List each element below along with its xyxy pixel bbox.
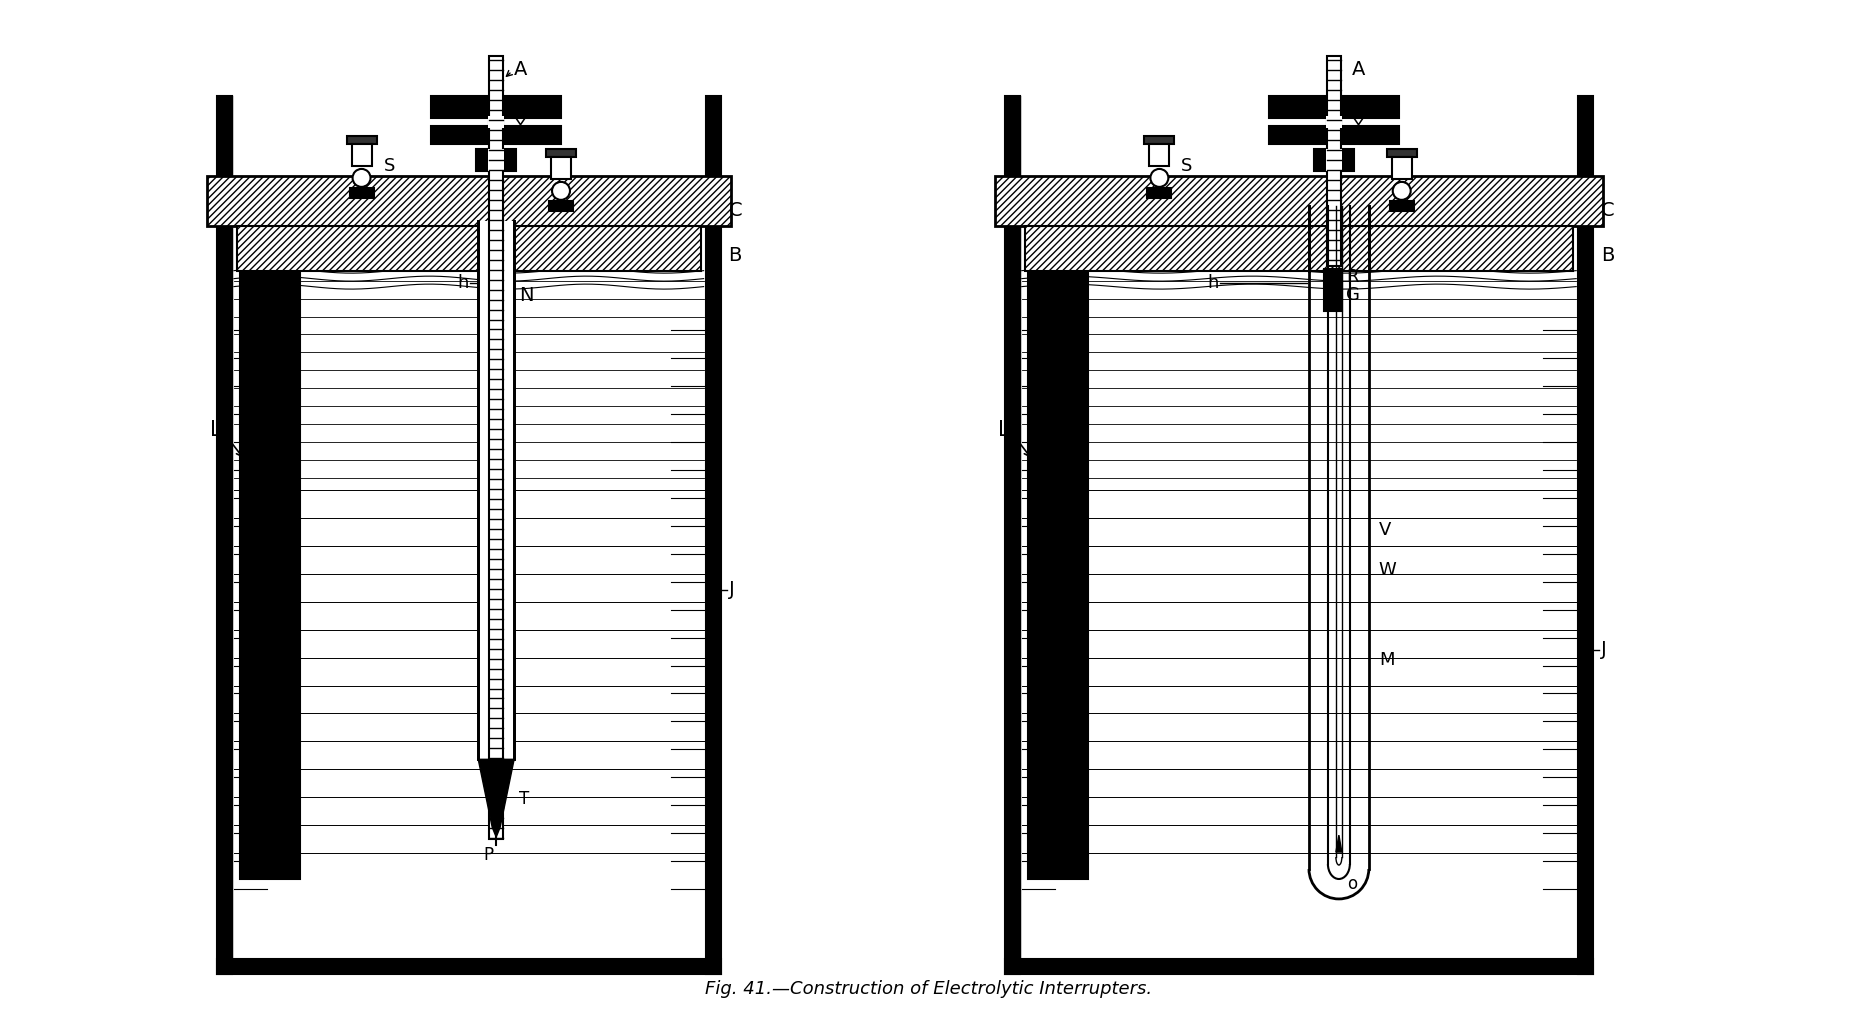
Bar xyxy=(1325,116,1342,128)
Circle shape xyxy=(1392,182,1411,200)
Text: T: T xyxy=(519,790,530,808)
Text: B: B xyxy=(729,247,742,265)
Text: W: W xyxy=(1379,560,1396,579)
Text: S: S xyxy=(1180,157,1193,175)
Bar xyxy=(489,149,504,171)
Bar xyxy=(1147,187,1171,198)
Circle shape xyxy=(552,182,571,200)
Text: L: L xyxy=(210,420,221,440)
Text: B: B xyxy=(1601,247,1614,265)
Text: H: H xyxy=(1351,95,1365,113)
Bar xyxy=(1006,96,1021,974)
Text: Fig. 41.—Construction of Electrolytic Interrupters.: Fig. 41.—Construction of Electrolytic In… xyxy=(705,979,1153,998)
Text: H: H xyxy=(515,95,528,113)
Text: C: C xyxy=(729,202,742,220)
Text: L: L xyxy=(998,420,1009,440)
Bar xyxy=(431,126,561,144)
Bar xyxy=(1024,226,1573,271)
Text: Y: Y xyxy=(1351,117,1363,136)
Text: o: o xyxy=(1348,875,1357,893)
Bar xyxy=(489,56,504,839)
Text: G: G xyxy=(1346,285,1359,304)
Polygon shape xyxy=(1337,836,1342,852)
Text: A: A xyxy=(515,60,528,78)
Bar xyxy=(1324,269,1342,311)
Bar xyxy=(547,149,576,157)
Bar xyxy=(1314,149,1353,171)
Bar xyxy=(1325,149,1342,171)
Bar xyxy=(1391,201,1413,211)
Bar xyxy=(346,136,377,144)
Text: J: J xyxy=(1601,640,1606,659)
Text: M: M xyxy=(1379,650,1394,668)
Text: P: P xyxy=(483,846,493,864)
Bar xyxy=(236,226,701,271)
Bar xyxy=(489,116,504,128)
Bar xyxy=(995,176,1602,226)
Text: R: R xyxy=(1346,268,1359,285)
Bar xyxy=(1270,126,1398,144)
Bar xyxy=(351,144,372,166)
Bar xyxy=(218,96,232,974)
Bar xyxy=(706,96,721,974)
Bar xyxy=(1392,157,1411,179)
Bar xyxy=(1028,185,1088,879)
Text: A: A xyxy=(1351,60,1365,78)
Bar xyxy=(431,96,561,118)
Bar xyxy=(206,176,731,226)
Text: V: V xyxy=(1379,521,1391,539)
Bar xyxy=(1006,959,1593,974)
Text: J: J xyxy=(729,580,734,599)
Bar xyxy=(1270,96,1398,118)
Bar xyxy=(240,185,299,879)
Bar xyxy=(218,959,721,974)
Text: h: h xyxy=(457,274,468,291)
Bar xyxy=(1327,56,1340,266)
Circle shape xyxy=(1151,169,1167,186)
Bar xyxy=(349,187,374,198)
Text: N: N xyxy=(519,286,534,305)
Text: C: C xyxy=(1601,202,1615,220)
Text: h: h xyxy=(1208,274,1220,291)
Bar xyxy=(1387,149,1417,157)
Circle shape xyxy=(353,169,370,186)
Bar xyxy=(476,149,517,171)
Text: Y: Y xyxy=(515,117,524,136)
Polygon shape xyxy=(478,759,515,837)
Bar xyxy=(1578,96,1593,974)
Text: S: S xyxy=(383,157,394,175)
Bar xyxy=(548,201,573,211)
Bar xyxy=(550,157,571,179)
Bar xyxy=(1145,136,1175,144)
Bar xyxy=(1149,144,1169,166)
Bar xyxy=(478,221,515,759)
